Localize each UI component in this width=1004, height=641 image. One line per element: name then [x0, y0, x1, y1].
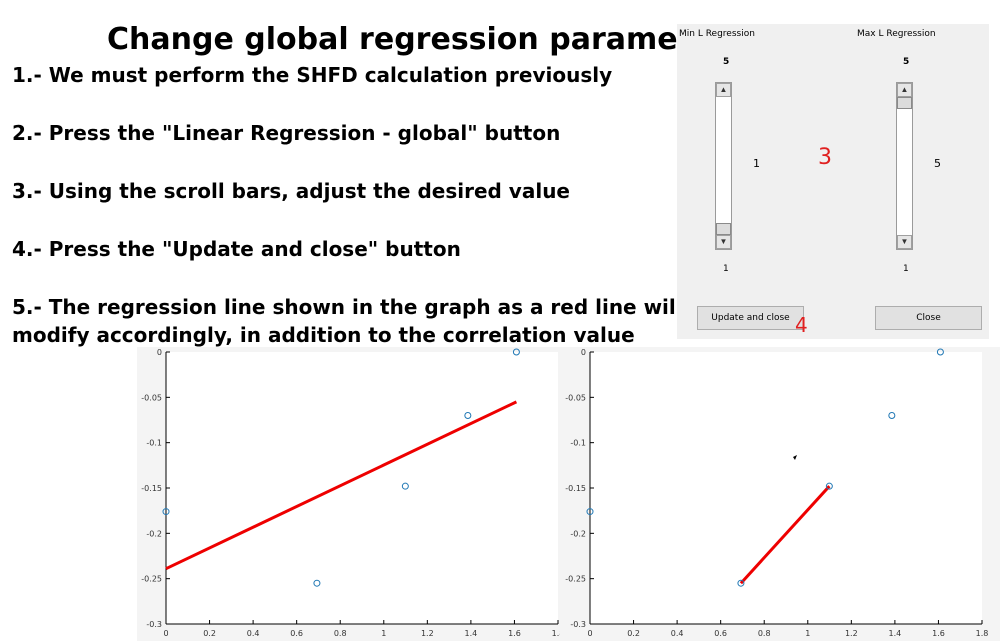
- chart-1-xtick-label: 0.6: [290, 629, 303, 638]
- min-regression-scrollbar[interactable]: ▲ ▼: [715, 82, 732, 250]
- step-4: 4.- Press the "Update and close" button: [12, 237, 461, 261]
- mouse-pointer-icon: [793, 455, 797, 460]
- chart-2-data-point: [586, 508, 594, 516]
- min-scroll-up-arrow-icon[interactable]: ▲: [716, 83, 731, 97]
- step-3: 3.- Using the scroll bars, adjust the de…: [12, 179, 570, 203]
- chart-1-data-point: [464, 411, 472, 419]
- min-scroll-down-arrow-icon[interactable]: ▼: [716, 235, 731, 249]
- annotation-step-4: 4: [795, 313, 808, 337]
- chart-1-data-point: [401, 482, 409, 490]
- chart-2-xtick-label: 0: [587, 629, 592, 638]
- chart-1-xtick-label: 0.2: [203, 629, 216, 638]
- min-scroll-thumb[interactable]: [716, 223, 731, 235]
- chart-2-data-point: [936, 348, 944, 356]
- max-slider-top-value: 5: [903, 57, 910, 67]
- max-scroll-down-arrow-icon[interactable]: ▼: [897, 235, 912, 249]
- chart-1-ytick-label: -0.3: [146, 620, 162, 629]
- chart-1-data-point: [313, 579, 321, 587]
- max-scroll-up-arrow-icon[interactable]: ▲: [897, 83, 912, 97]
- max-slider-bottom-value: 1: [903, 264, 909, 274]
- chart-1-plot-area: [166, 352, 558, 624]
- chart-2-regression-line: [739, 485, 831, 585]
- chart-2-ytick-label: -0.25: [565, 575, 586, 584]
- close-button[interactable]: Close: [875, 306, 982, 330]
- max-regression-scrollbar[interactable]: ▲ ▼: [896, 82, 913, 250]
- max-regression-label: Max L Regression: [857, 29, 936, 39]
- step-5-line-1: 5.- The regression line shown in the gra…: [12, 295, 683, 319]
- chart-2-ytick-label: 0: [581, 348, 586, 357]
- annotation-step-3: 3: [818, 145, 832, 170]
- page-title: Change global regression parameters: [107, 22, 745, 57]
- step-2: 2.- Press the "Linear Regression - globa…: [12, 121, 561, 145]
- chart-2-xtick-label: 1.8: [976, 629, 989, 638]
- chart-2-ytick-label: -0.1: [570, 439, 586, 448]
- max-regression-value: 5: [934, 157, 941, 170]
- chart-2-plot-area: [590, 352, 982, 624]
- chart-2-xtick-label: 0.6: [714, 629, 727, 638]
- min-regression-label: Min L Regression: [679, 29, 755, 39]
- chart-2-ytick-label: -0.05: [565, 393, 586, 402]
- min-slider-bottom-value: 1: [723, 264, 729, 274]
- chart-1-ytick-label: -0.25: [141, 575, 162, 584]
- chart-2-xtick-label: 1.2: [845, 629, 858, 638]
- min-slider-top-value: 5: [723, 57, 730, 67]
- step-1: 1.- We must perform the SHFD calculation…: [12, 63, 613, 87]
- chart-1-ytick-label: -0.2: [146, 529, 162, 538]
- chart-2-xtick-label: 0.2: [627, 629, 640, 638]
- chart-1-ytick-label: -0.05: [141, 393, 162, 402]
- chart-2-data-point: [737, 579, 745, 587]
- chart-2-ytick-label: -0.2: [570, 529, 586, 538]
- max-scroll-thumb[interactable]: [897, 97, 912, 109]
- chart-1-xtick-label: 0.4: [247, 629, 260, 638]
- chart-2-ytick-label: -0.3: [570, 620, 586, 629]
- chart-2-data-point: [888, 411, 896, 419]
- chart-1-xtick-label: 0.8: [334, 629, 347, 638]
- regression-settings-dialog: Min L Regression Max L Regression 5 5 ▲ …: [677, 24, 989, 339]
- chart-1-xtick-label: 1.8: [552, 629, 565, 638]
- chart-1-regression-line: [165, 400, 518, 571]
- chart-1-xtick-label: 0: [163, 629, 168, 638]
- chart-2-xtick-label: 0.8: [758, 629, 771, 638]
- chart-2-xtick-label: 1: [805, 629, 810, 638]
- chart-2-ytick-label: -0.15: [565, 484, 586, 493]
- chart-1-xtick-label: 1.4: [465, 629, 478, 638]
- chart-2-xtick-label: 1.6: [932, 629, 945, 638]
- chart-2-xtick-label: 1.4: [889, 629, 902, 638]
- chart-1-xtick-label: 1.2: [421, 629, 434, 638]
- chart-2-xtick-label: 0.4: [671, 629, 684, 638]
- update-and-close-button[interactable]: Update and close: [697, 306, 804, 330]
- chart-2-data-point: [825, 482, 833, 490]
- chart-1-xtick-label: 1: [381, 629, 386, 638]
- chart-1-background: [137, 347, 562, 641]
- chart-2-background: [560, 347, 1000, 641]
- chart-1-ytick-label: -0.1: [146, 439, 162, 448]
- chart-1-ytick-label: 0: [157, 348, 162, 357]
- step-5-line-2: modify accordingly, in addition to the c…: [12, 323, 635, 347]
- chart-1-xtick-label: 1.6: [508, 629, 521, 638]
- chart-1-data-point: [512, 348, 520, 356]
- chart-1-data-point: [162, 508, 170, 516]
- min-regression-value: 1: [753, 157, 760, 170]
- chart-1-ytick-label: -0.15: [141, 484, 162, 493]
